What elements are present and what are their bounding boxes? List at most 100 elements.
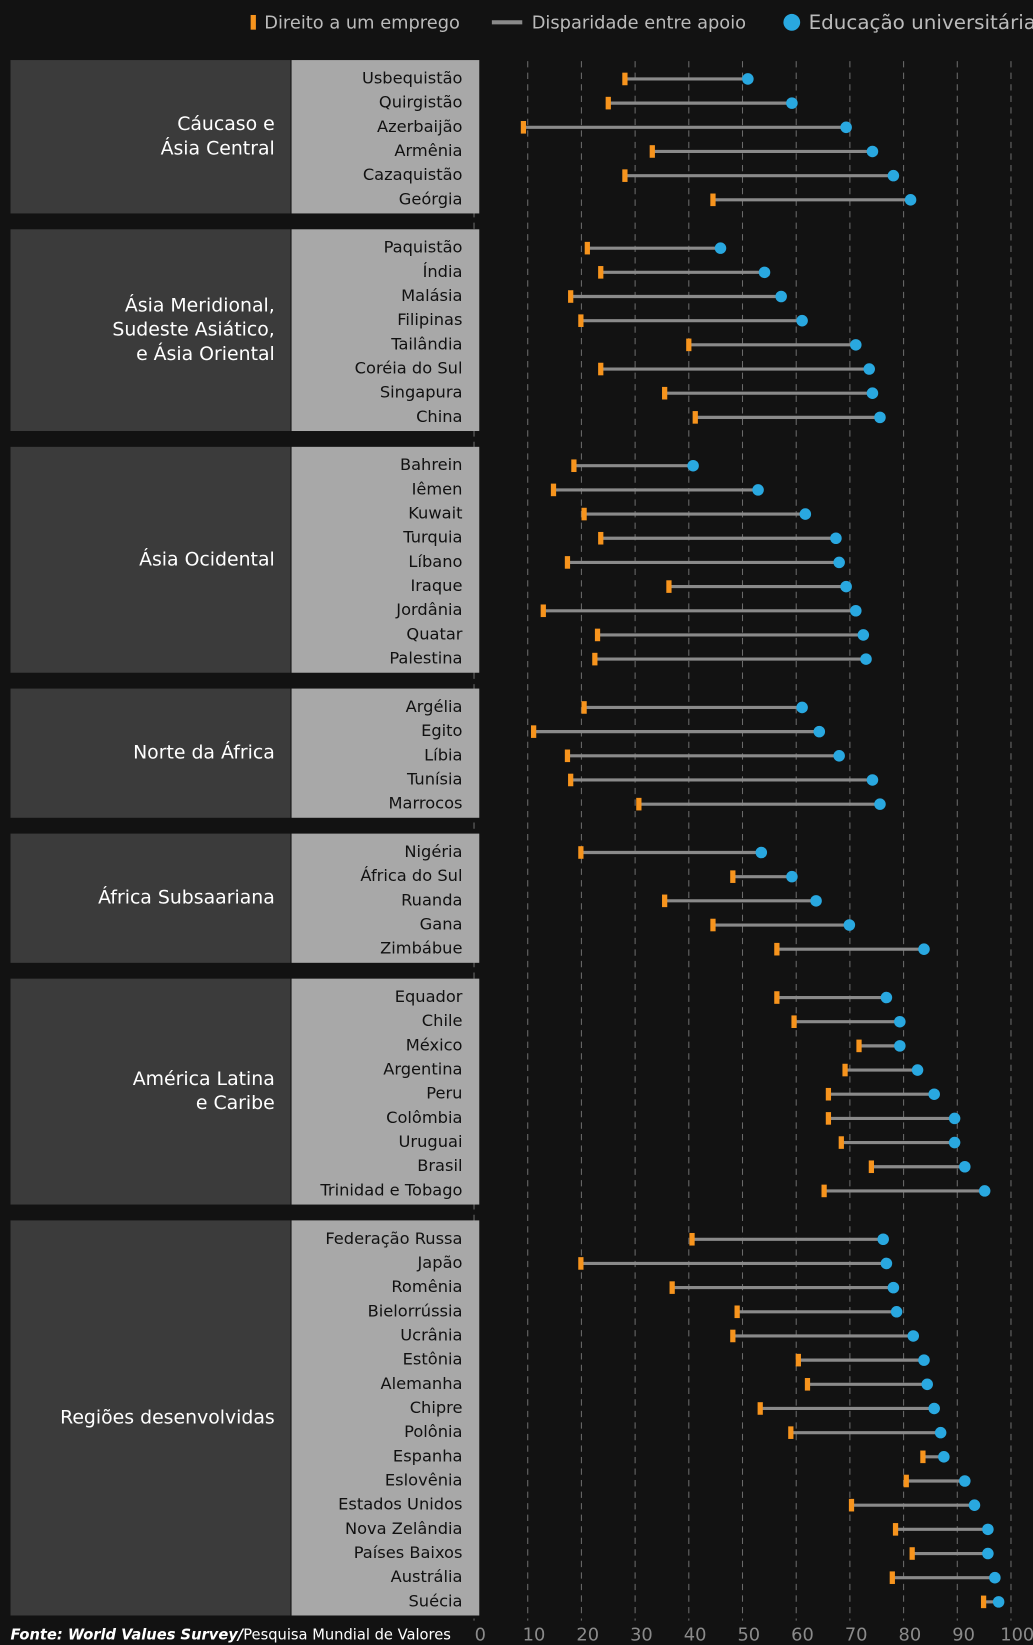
category-label: Ruanda [401,890,462,909]
job-mark [598,362,604,376]
job-mark [909,1547,915,1560]
job-mark [795,1353,801,1367]
job-mark [856,1039,862,1053]
category-label: Equador [395,987,463,1006]
category-label: Argélia [406,697,463,716]
education-mark [863,363,875,375]
job-mark [568,773,574,787]
category-label: Quatar [406,624,462,643]
x-tick-label: 90 [952,1624,975,1645]
job-mark [848,1498,855,1512]
category-label: Singapura [380,383,463,402]
education-mark [918,1354,930,1366]
group-panel [10,1220,291,1616]
category-label: Argentina [383,1060,462,1079]
education-mark [866,387,879,399]
group-panel [10,688,291,818]
category-label: Eslovênia [385,1470,463,1489]
group-panel [10,978,291,1205]
education-mark [758,266,771,279]
education-mark [755,846,768,859]
job-mark [788,1426,794,1439]
legend-label: Direito a um emprego [264,12,460,33]
category-label: Azerbaijão [377,117,463,136]
category-label: Filipinas [397,310,462,329]
job-mark [581,507,587,521]
education-mark [799,508,812,520]
category-label: Paquistão [384,238,463,257]
category-label: Estados Unidos [338,1495,462,1514]
job-mark [734,1305,740,1319]
job-mark [774,942,780,956]
x-tick-label: 100 [1000,1624,1033,1645]
job-mark [686,338,692,352]
education-mark [850,339,862,351]
label-panel [291,446,480,673]
education-mark [786,870,798,883]
label-panel [291,833,480,963]
job-mark [584,241,590,255]
job-mark [564,556,571,569]
job-mark [868,1160,874,1174]
category-label: Chile [422,1011,463,1030]
job-mark [710,918,716,932]
legend-label: Disparidade entre apoio [532,12,746,33]
education-mark [982,1547,994,1560]
job-mark [889,1571,895,1584]
education-mark [992,1596,1005,1608]
source: Fonte: World Values Survey/Pesquisa Mund… [10,1626,450,1643]
category-label: Usbequistão [362,68,463,87]
group-label: África Subsaariana [98,886,275,909]
job-mark [598,531,604,545]
category-label: Zimbábue [380,939,462,958]
education-mark [911,1064,924,1076]
label-panel [291,1220,480,1616]
job-mark [594,628,601,642]
education-mark [810,895,822,907]
education-mark [907,1330,920,1342]
group-label: e Ásia Oriental [136,342,275,365]
category-label: Polônia [404,1422,462,1441]
job-mark [730,870,736,883]
education-mark [982,1523,994,1536]
legend-swatch [250,14,256,30]
group-label: Norte da África [133,741,275,764]
job-mark [804,1378,811,1391]
job-mark [825,1087,832,1101]
x-tick-label: 70 [845,1624,868,1645]
job-mark [669,1281,675,1294]
education-mark [887,1281,900,1294]
category-label: Nova Zelândia [345,1519,463,1538]
job-mark [531,725,537,738]
education-mark [860,653,872,665]
category-label: Palestina [389,649,462,668]
education-mark [796,314,808,327]
group-label: Ásia Meridional, [125,294,275,317]
category-label: Líbano [408,552,462,571]
marks [520,72,1005,1609]
job-mark [578,1257,584,1270]
job-mark [581,701,587,714]
job-mark [842,1063,848,1077]
education-mark [934,1426,947,1439]
category-label: Gana [420,915,463,934]
category-label: Jordânia [395,600,462,619]
job-mark [980,1595,987,1609]
job-mark [550,483,557,497]
education-mark [890,1306,903,1318]
education-mark [928,1088,940,1100]
education-mark [830,532,842,545]
education-mark [874,798,886,810]
label-panel [291,688,480,818]
job-mark [540,604,546,618]
job-mark [592,652,598,666]
job-mark [662,894,668,908]
job-mark [636,797,642,811]
education-mark [968,1499,981,1511]
education-mark [959,1475,971,1487]
category-label: Coréia do Sul [355,359,463,378]
job-mark [520,121,527,134]
category-label: China [416,407,462,426]
